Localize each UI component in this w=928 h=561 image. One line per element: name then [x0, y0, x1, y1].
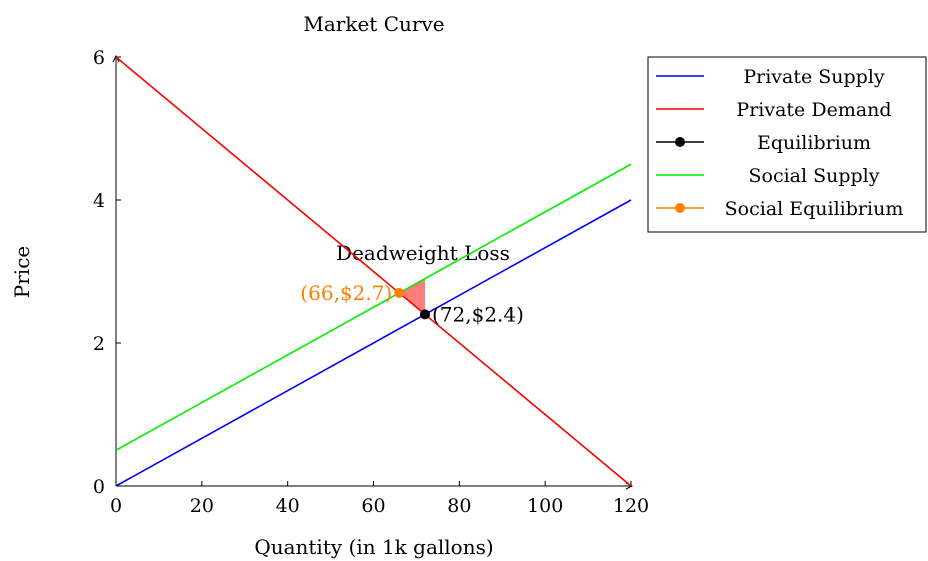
- annotation-label: (66,$2.7): [300, 281, 392, 305]
- chart-title: Market Curve: [303, 12, 444, 36]
- legend-label: Social Supply: [748, 165, 879, 187]
- legend: Private Supply Private Demand Equilibrium S…: [647, 56, 927, 233]
- deadweight-loss-region: [399, 278, 425, 315]
- series-line-private-demand: [115, 56, 632, 487]
- data-layer: Deadweight Loss (72,$2.4) (66,$2.7): [115, 56, 632, 487]
- legend-label: Private Supply: [743, 66, 885, 88]
- x-tick-label: 40: [276, 495, 300, 517]
- y-axis-arrow: [112, 54, 120, 63]
- legend-label: Social Equilibrium: [725, 198, 904, 220]
- x-tick-label: 80: [447, 495, 471, 517]
- point-equilibrium: [420, 309, 430, 320]
- x-tick-label: 120: [613, 495, 649, 517]
- legend-box: [647, 56, 927, 233]
- series-line-social-supply: [115, 163, 632, 451]
- legend-label: Private Demand: [736, 99, 891, 121]
- y-tick-label: 6: [93, 47, 105, 69]
- point-social-equilibrium: [394, 287, 405, 298]
- x-tick-label: 100: [527, 495, 563, 517]
- y-tick-label: 0: [93, 476, 105, 498]
- y-tick-label: 4: [93, 190, 105, 212]
- x-tick-label: 60: [361, 495, 385, 517]
- deadweight-loss-label: Deadweight Loss: [336, 241, 510, 265]
- x-tick-label: 0: [110, 495, 122, 517]
- legend-swatch-marker: [675, 203, 685, 213]
- legend-swatch-marker: [675, 137, 685, 147]
- x-axis-label: Quantity (in 1k gallons): [254, 535, 493, 559]
- series-line-private-supply: [115, 199, 632, 487]
- annotation-label: (72,$2.4): [432, 302, 524, 326]
- y-axis-label: Price: [10, 246, 34, 298]
- x-tick-label: 20: [190, 495, 214, 517]
- y-tick-label: 2: [93, 333, 105, 355]
- legend-label: Equilibrium: [757, 132, 871, 154]
